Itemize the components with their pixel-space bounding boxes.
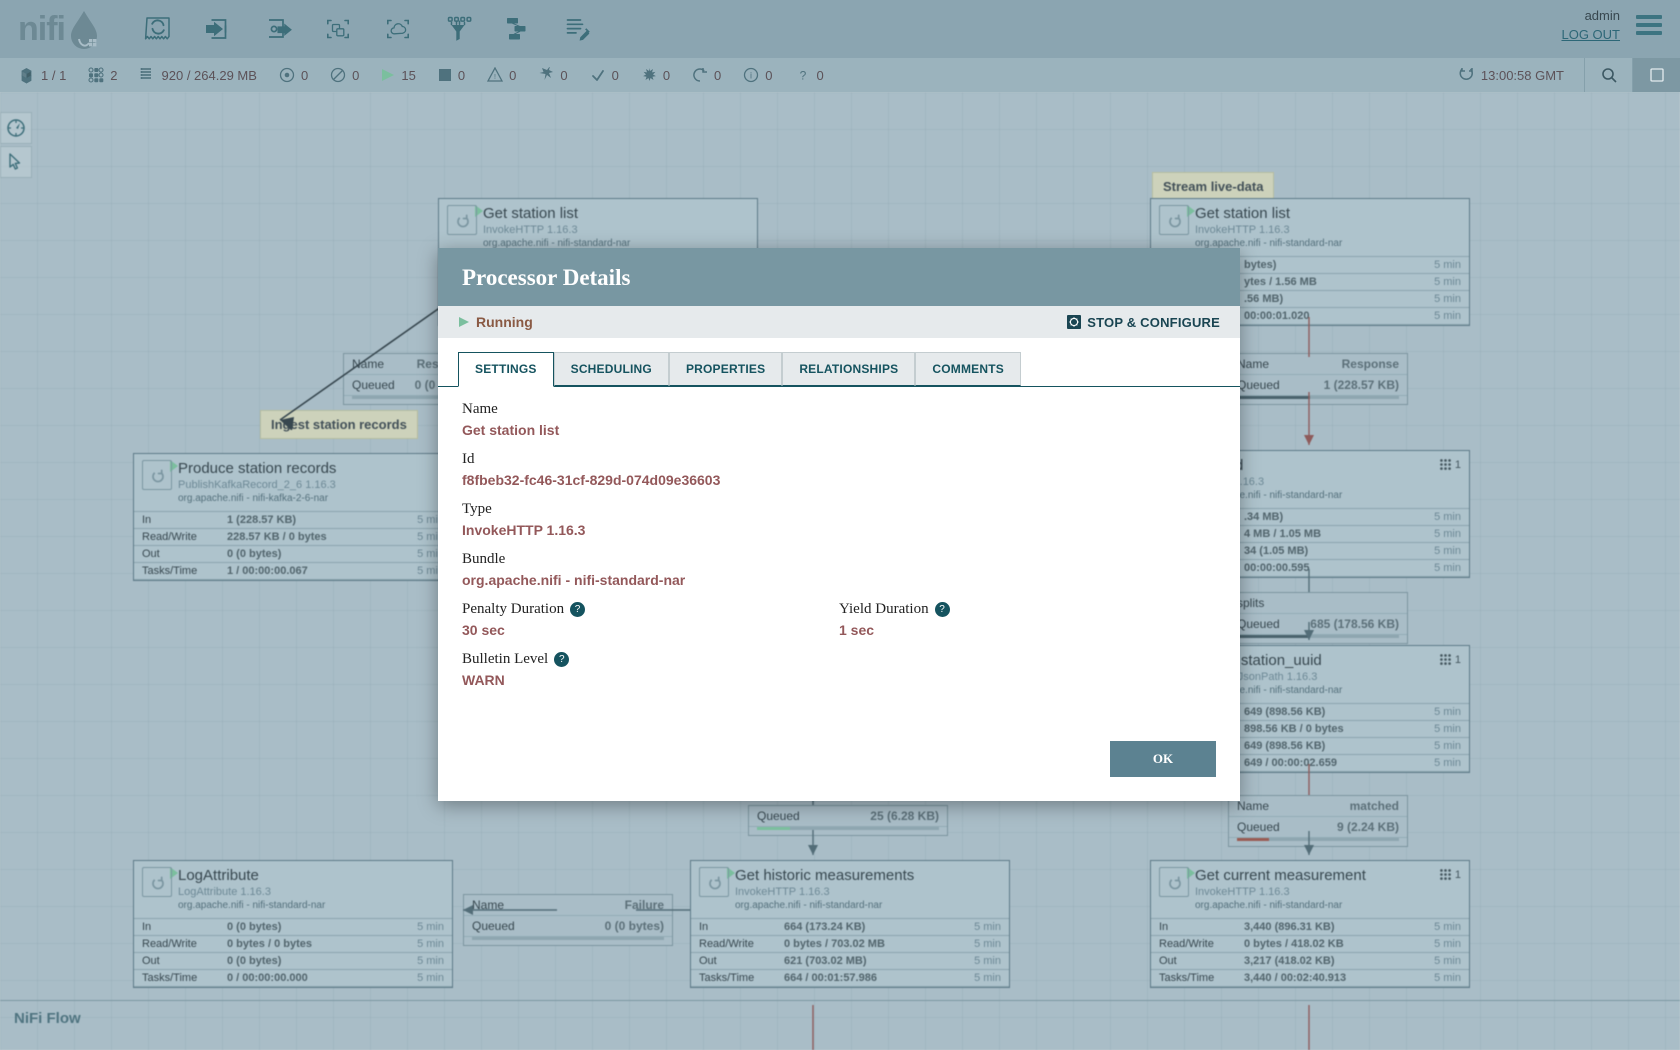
svg-text:!: !	[494, 74, 496, 81]
svg-text:?: ?	[799, 69, 806, 83]
svg-text:i: i	[750, 71, 752, 81]
